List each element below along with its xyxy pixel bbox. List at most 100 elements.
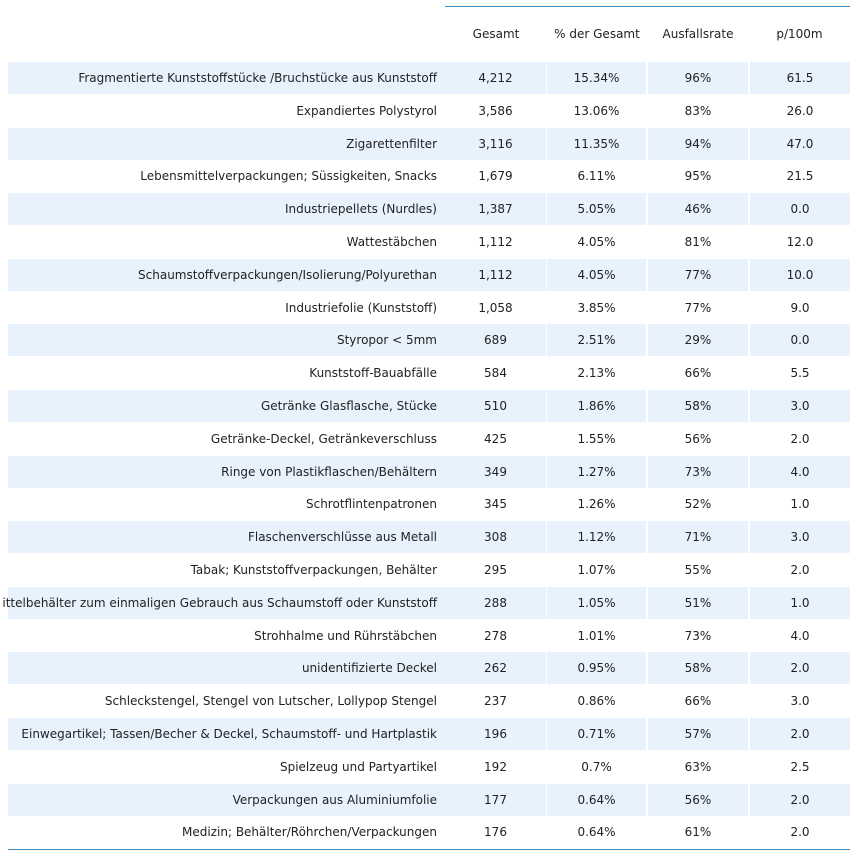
cell-failure-rate: 83% bbox=[684, 103, 712, 118]
row-label: Industriepellets (Nurdles) bbox=[284, 202, 437, 217]
cell-per-100m: 2.0 bbox=[790, 825, 810, 840]
row-label-cell: Zigarettenfilter bbox=[0, 127, 445, 160]
table-row: Getränke Glasflasche, Stücke 510 1.86% 58% 3… bbox=[0, 390, 856, 422]
cell-gesamt: 689 bbox=[445, 324, 546, 357]
cell-per-100m: 0.0 bbox=[750, 193, 850, 226]
cell-failure-rate: 56% bbox=[648, 783, 748, 816]
cell-per-100m: 2.0 bbox=[750, 783, 850, 816]
cell-failure-rate: 94% bbox=[648, 127, 748, 160]
row-label: Wattestäbchen bbox=[346, 235, 437, 249]
cell-gesamt: 192 bbox=[484, 759, 507, 774]
cell-gesamt: 1,387 bbox=[445, 193, 546, 226]
row-label-background bbox=[8, 718, 445, 750]
row-label-background bbox=[8, 193, 445, 226]
cell-per-100m: 2.0 bbox=[750, 652, 850, 685]
table-top-rule bbox=[445, 6, 850, 7]
cell-gesamt: 3,586 bbox=[478, 103, 513, 118]
cell-gesamt: 278 bbox=[484, 628, 507, 643]
cell-percent-total: 1.55% bbox=[577, 431, 616, 446]
cell-failure-rate: 71% bbox=[648, 521, 748, 554]
cell-per-100m: 4.0 bbox=[750, 455, 850, 488]
row-label-cell: Wattestäbchen bbox=[0, 226, 445, 258]
cell-failure-rate: 77% bbox=[648, 258, 748, 291]
cell-failure-rate: 51% bbox=[648, 586, 748, 619]
cell-percent-total: 11.35% bbox=[547, 127, 646, 160]
cell-percent-total: 1.26% bbox=[577, 497, 616, 512]
row-label: Verpackungen aus Aluminiumfolie bbox=[232, 792, 437, 807]
cell-gesamt: 584 bbox=[484, 366, 507, 381]
table-row: Industriepellets (Nurdles) 1,387 5.05% 46% 0… bbox=[0, 193, 856, 226]
row-label: Strohhalme und Rührstäbchen bbox=[254, 628, 437, 643]
column-header-gesamt: Gesamt bbox=[472, 27, 520, 41]
row-label: ittelbehälter zum einmaligen Gebrauch au… bbox=[2, 595, 437, 610]
row-label-cell: Styropor < 5mm bbox=[0, 324, 445, 357]
cell-per-100m: 61.5 bbox=[750, 62, 850, 94]
table-row: Fragmentierte Kunststoffstücke /Bruchstü… bbox=[0, 62, 856, 94]
cell-gesamt: 349 bbox=[445, 455, 546, 488]
cell-failure-rate: 73% bbox=[684, 628, 712, 643]
row-label: Flaschenverschlüsse aus Metall bbox=[247, 530, 437, 545]
cell-gesamt: 288 bbox=[445, 586, 546, 619]
row-label: Schaumstoffverpackungen/Isolierung/Polyu… bbox=[138, 267, 437, 282]
cell-per-100m: 4.0 bbox=[790, 628, 810, 643]
table-row: Ringe von Plastikflaschen/Behältern 349 1.… bbox=[0, 455, 856, 488]
cell-per-100m: 2.5 bbox=[790, 759, 810, 774]
row-label-background bbox=[8, 324, 445, 357]
row-label: Styropor < 5mm bbox=[336, 333, 437, 348]
row-label-cell: Schleckstengel, Stengel von Lutscher, Lo… bbox=[0, 685, 445, 717]
cell-per-100m: 9.0 bbox=[790, 300, 810, 315]
cell-per-100m: 0.0 bbox=[750, 324, 850, 357]
row-label: Industriefolie (Kunststoff) bbox=[285, 300, 437, 315]
row-label-background bbox=[8, 586, 445, 619]
row-label-background bbox=[8, 258, 445, 291]
cell-percent-total: 4.05% bbox=[577, 235, 616, 249]
cell-gesamt: 1,112 bbox=[445, 258, 546, 291]
table-row: Expandiertes Polystyrol 3,586 13.06% 83% 26.… bbox=[0, 95, 856, 127]
row-label-cell: Verpackungen aus Aluminiumfolie bbox=[0, 783, 445, 816]
table-row: Zigarettenfilter 3,116 11.35% 94% 47.0 bbox=[0, 127, 856, 160]
cell-percent-total: 0.95% bbox=[547, 652, 646, 685]
table-row: Einwegartikel; Tassen/Becher & Deckel, S… bbox=[0, 718, 856, 750]
cell-failure-rate: 61% bbox=[684, 825, 712, 840]
cell-percent-total: 1.07% bbox=[577, 563, 616, 577]
cell-gesamt: 3,116 bbox=[445, 127, 546, 160]
cell-gesamt: 308 bbox=[445, 521, 546, 554]
cell-gesamt: 425 bbox=[484, 431, 507, 446]
row-label-cell: Spielzeug und Partyartikel bbox=[0, 751, 445, 783]
row-label: Spielzeug und Partyartikel bbox=[279, 759, 437, 774]
row-label-cell: Schrotflintenpatronen bbox=[0, 488, 445, 520]
cell-per-100m: 2.0 bbox=[790, 563, 810, 577]
row-label-background bbox=[8, 521, 445, 554]
row-label-cell: Lebensmittelverpackungen; Süssigkeiten, … bbox=[0, 160, 445, 192]
cell-percent-total: 1.27% bbox=[547, 455, 646, 488]
cell-percent-total: 0.71% bbox=[547, 718, 646, 750]
table-row: Lebensmittelverpackungen; Süssigkeiten, … bbox=[0, 160, 856, 192]
table-row: Flaschenverschlüsse aus Metall 308 1.12% 71… bbox=[0, 521, 856, 554]
table-row: Tabak; Kunststoffverpackungen, Behälter 2… bbox=[0, 554, 856, 586]
row-label: Lebensmittelverpackungen; Süssigkeiten, … bbox=[140, 169, 437, 184]
cell-percent-total: 0.86% bbox=[577, 694, 616, 709]
cell-failure-rate: 73% bbox=[648, 455, 748, 488]
row-label: Zigarettenfilter bbox=[346, 136, 437, 151]
row-label: Schrotflintenpatronen bbox=[305, 497, 437, 512]
table-row: Medizin; Behälter/Röhrchen/Verpackungen 1… bbox=[0, 816, 856, 848]
cell-percent-total: 15.34% bbox=[547, 62, 646, 94]
row-label-cell: Einwegartikel; Tassen/Becher & Deckel, S… bbox=[0, 718, 445, 750]
column-header-per-100m: p/100m bbox=[776, 27, 823, 41]
row-label: Getränke-Deckel, Getränkeverschluss bbox=[210, 431, 437, 446]
cell-percent-total: 0.64% bbox=[547, 783, 646, 816]
cell-percent-total: 2.51% bbox=[547, 324, 646, 357]
table-row: Schrotflintenpatronen 345 1.26% 52% 1.0 bbox=[0, 488, 856, 520]
row-label-cell: Ringe von Plastikflaschen/Behältern bbox=[0, 455, 445, 488]
cell-gesamt: 176 bbox=[484, 825, 507, 840]
table-row: ittelbehälter zum einmaligen Gebrauch au… bbox=[0, 586, 856, 619]
row-label-cell: Fragmentierte Kunststoffstücke /Bruchstü… bbox=[0, 62, 445, 94]
cell-percent-total: 3.85% bbox=[577, 300, 616, 315]
cell-gesamt: 177 bbox=[445, 783, 546, 816]
cell-failure-rate: 56% bbox=[684, 431, 712, 446]
row-label-cell: Medizin; Behälter/Röhrchen/Verpackungen bbox=[0, 816, 445, 848]
row-label: Medizin; Behälter/Röhrchen/Verpackungen bbox=[182, 825, 437, 840]
cell-failure-rate: 63% bbox=[684, 759, 712, 774]
table-row: Spielzeug und Partyartikel 192 0.7% 63% 2.5 bbox=[0, 751, 856, 783]
